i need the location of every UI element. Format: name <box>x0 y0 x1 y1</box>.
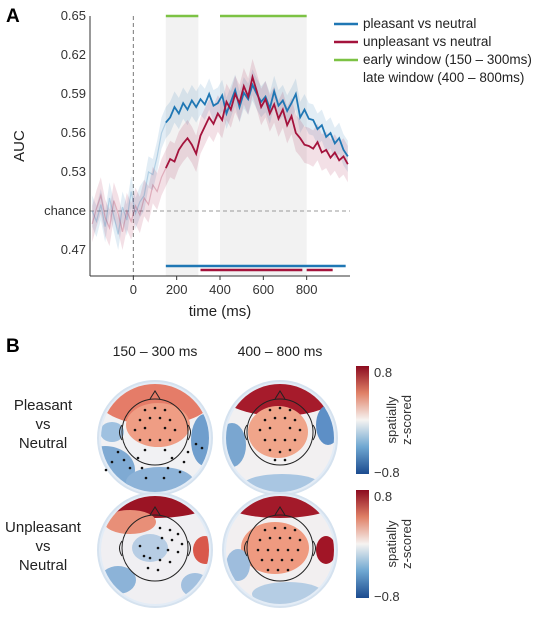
row-label-line: Pleasant <box>14 397 73 414</box>
x-axis-title: time (ms) <box>189 303 252 320</box>
topomap-pleasant-late <box>222 380 338 496</box>
x-tick-label: 800 <box>296 282 318 297</box>
series-line-1 <box>165 73 349 169</box>
sensor-dots <box>138 526 184 572</box>
legend-label: unpleasant vs neutral <box>363 34 491 49</box>
legend-label: late window (400 – 800ms) <box>363 70 524 85</box>
colorbar-top: 0.8 −0.8 spatially z-scored <box>356 365 414 480</box>
topomap-unpleasant-late <box>222 492 338 608</box>
row-label-line: vs <box>36 416 51 433</box>
y-tick-label: 0.62 <box>61 47 86 62</box>
series-line-faint-0 <box>91 122 167 235</box>
legend: pleasant vs neutral unpleasant vs neutral… <box>334 16 532 85</box>
x-tick-labels: 0 200 400 600 800 <box>130 282 318 297</box>
y-tick-labels: 0.47 chance 0.53 0.56 0.59 0.62 0.65 <box>44 8 86 257</box>
row-label-line: Unpleasant <box>5 519 82 536</box>
reference-lines <box>90 16 350 276</box>
colorbar-min-label: −0.8 <box>374 589 400 604</box>
topomap-pleasant-early <box>97 380 213 496</box>
row-label-line: vs <box>36 538 51 555</box>
colorbar-title-line: z-scored <box>399 519 414 569</box>
axes <box>89 16 350 280</box>
y-tick-label: chance <box>44 203 86 218</box>
topo-column-early: 150 – 300 ms <box>113 343 198 359</box>
x-tick-label: 200 <box>166 282 188 297</box>
colorbar-title-line: z-scored <box>399 395 414 445</box>
row-label-line: Neutral <box>19 557 67 574</box>
error-band-1 <box>92 58 348 251</box>
colorbar-gradient <box>356 366 369 474</box>
colorbar-gradient <box>356 490 369 598</box>
y-axis-title: AUC <box>11 130 28 162</box>
colorbar-max-label: 0.8 <box>374 489 392 504</box>
colorbar-title-line: spatially <box>384 520 399 567</box>
colorbar-min-label: −0.8 <box>374 465 400 480</box>
row-label-unpleasant: Unpleasant vs Neutral <box>5 519 82 574</box>
x-tick-label: 0 <box>130 282 137 297</box>
row-label-pleasant: Pleasant vs Neutral <box>14 397 73 452</box>
legend-label: pleasant vs neutral <box>363 16 476 31</box>
window-shading <box>165 14 307 276</box>
colorbar-bottom: 0.8 −0.8 spatially z-scored <box>356 489 414 604</box>
topomap-unpleasant-early <box>97 492 213 608</box>
panel-a-label: A <box>6 6 20 27</box>
y-tick-label: 0.47 <box>61 242 86 257</box>
x-tick-label: 600 <box>252 282 274 297</box>
series-line-faint-1 <box>91 167 167 232</box>
series-lines <box>91 73 349 235</box>
x-tick-label: 400 <box>209 282 231 297</box>
y-tick-label: 0.53 <box>61 164 86 179</box>
window-shade <box>220 16 307 276</box>
colorbar-max-label: 0.8 <box>374 365 392 380</box>
sensor-dots <box>104 406 204 480</box>
sensor-dots <box>256 526 302 572</box>
row-label-line: Neutral <box>19 435 67 452</box>
topo-column-late: 400 – 800 ms <box>238 343 323 359</box>
auc-line-chart: 0.47 chance 0.53 0.56 0.59 0.62 0.65 0 200 400 60… <box>11 8 532 320</box>
legend-label: early window (150 – 300ms) <box>363 52 532 67</box>
y-tick-label: 0.65 <box>61 8 86 23</box>
panel-b-label: B <box>6 336 20 357</box>
y-tick-label: 0.59 <box>61 86 86 101</box>
sensor-dots <box>258 406 302 462</box>
y-tick-label: 0.56 <box>61 125 86 140</box>
significance-bars <box>165 264 346 272</box>
colorbar-title-line: spatially <box>384 396 399 443</box>
